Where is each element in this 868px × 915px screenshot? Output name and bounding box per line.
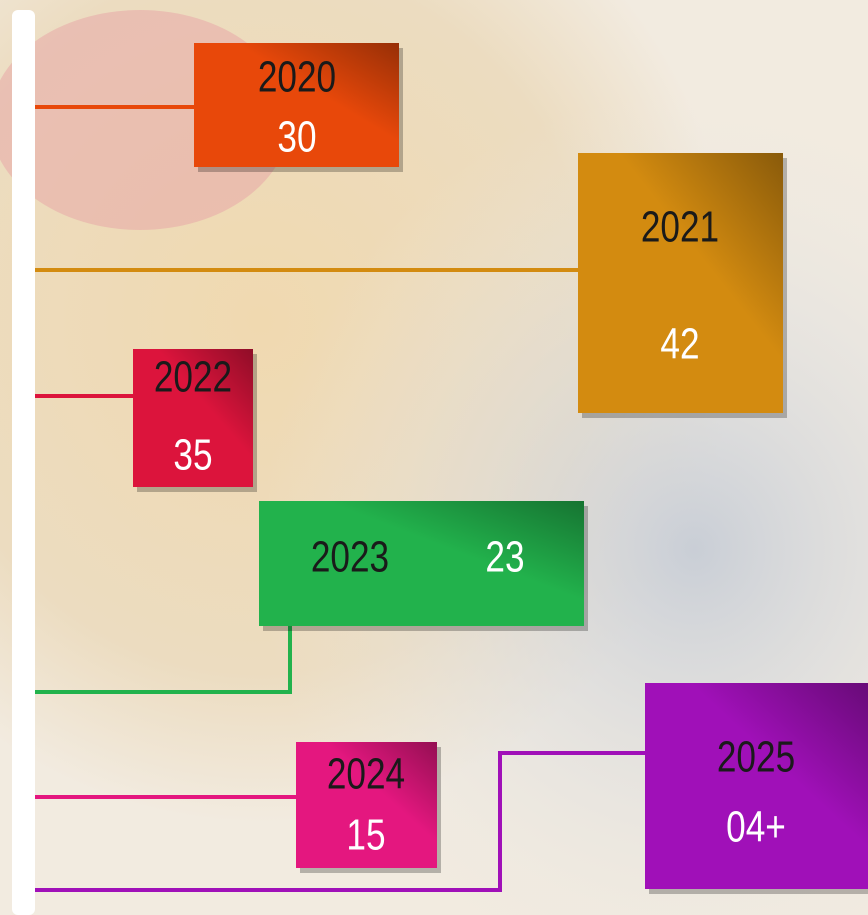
year-box-shine xyxy=(578,153,783,413)
year-label: 2021 xyxy=(641,203,719,252)
year-label: 2023 xyxy=(311,533,389,582)
value-label: 23 xyxy=(485,533,524,582)
year-box-shine xyxy=(259,501,584,626)
year-box-shine xyxy=(645,683,868,889)
year-label: 2024 xyxy=(327,750,405,799)
value-label: 04+ xyxy=(726,803,786,852)
timeline-bar xyxy=(12,10,35,915)
year-label: 2020 xyxy=(258,53,336,102)
year-label: 2025 xyxy=(717,733,795,782)
value-label: 30 xyxy=(277,113,316,162)
year-box-shine xyxy=(133,349,253,487)
year-box-shine xyxy=(296,742,437,868)
connector-line xyxy=(35,626,292,694)
year-box-shine xyxy=(194,43,399,167)
year-label: 2022 xyxy=(154,353,232,402)
value-label: 15 xyxy=(346,811,385,860)
value-label: 35 xyxy=(173,431,212,480)
value-label: 42 xyxy=(660,320,699,369)
items: 2020 30 2021 42 2022 35 2023 23 2024 15 2025 04+ xyxy=(35,43,868,894)
connector-line xyxy=(35,751,645,892)
